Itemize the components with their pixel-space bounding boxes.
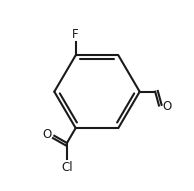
- Text: F: F: [72, 28, 79, 41]
- Text: O: O: [42, 128, 51, 141]
- Text: Cl: Cl: [61, 161, 73, 174]
- Text: O: O: [162, 100, 172, 113]
